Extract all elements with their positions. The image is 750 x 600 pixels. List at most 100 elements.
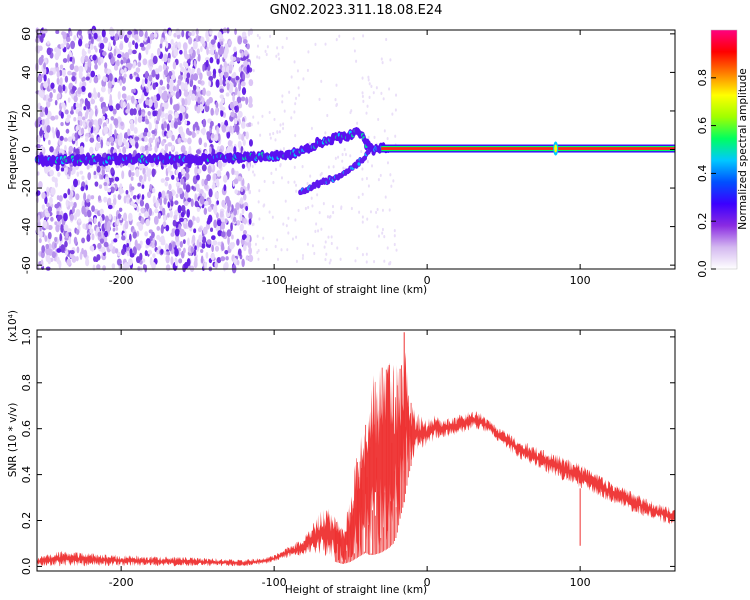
spectrogram-noise-cell (123, 73, 127, 78)
spectrogram-noise-cell (221, 65, 226, 74)
spectrogram-noise-cell (37, 180, 43, 189)
spectrogram-noise-cell (166, 83, 170, 90)
spectrogram-noise-cell (174, 258, 178, 267)
spectrogram-noise-cell (98, 184, 103, 189)
spectrogram-noise-cell (179, 63, 183, 68)
spectrogram-noise-cell (130, 139, 136, 146)
spectrogram-noise-cell (134, 239, 138, 248)
spectrogram-noise-cell (241, 234, 247, 240)
spectrogram-noise-cell (128, 41, 132, 49)
spectrogram-noise-cell (219, 77, 223, 86)
spectrogram-noise-cell (102, 265, 106, 271)
spectrogram-noise-cell (128, 212, 133, 222)
spectrogram-noise-cell (215, 212, 219, 219)
spectrogram-noise-cell (216, 200, 220, 205)
spectrogram-noise-cell (69, 31, 73, 37)
spectrogram-noise-cell (209, 56, 214, 64)
spectrogram-noise-cell (200, 255, 204, 264)
spectrogram-noise-cell (187, 137, 192, 145)
spectrogram-noise-cell (123, 195, 127, 204)
spectrogram-noise-cell (80, 186, 85, 192)
spectrogram-noise-cell (135, 67, 141, 73)
spectrogram-noise-cell (104, 62, 108, 69)
spectrogram-noise-cell (291, 237, 294, 241)
spectrogram-noise-cell (281, 100, 284, 104)
spectrogram-noise-cell (147, 249, 153, 255)
spectrogram-noise-cell (170, 200, 174, 207)
spectrogram-noise-cell (104, 66, 108, 74)
spectrogram-noise-cell (62, 84, 66, 92)
spectrogram-noise-cell (112, 108, 117, 115)
spectrogram-noise-cell (110, 167, 115, 174)
spectrogram-noise-cell (264, 49, 267, 53)
spectrogram-noise-cell (201, 97, 205, 106)
spectrogram-noise-cell (132, 40, 135, 46)
spectrogram-noise-cell (262, 236, 265, 240)
spectrogram-noise-cell (157, 47, 161, 56)
spectrogram-noise-cell (193, 73, 199, 81)
spectrogram-noise-cell (81, 205, 86, 215)
spectrogram-noise-cell (202, 118, 207, 128)
spectrogram-noise-cell (152, 187, 156, 194)
spectrogram-noise-cell (38, 238, 42, 244)
spectrogram-noise-cell (256, 250, 259, 255)
spectrogram-noise-cell (187, 58, 191, 63)
spectrogram-noise-cell (140, 132, 144, 139)
spectrogram-noise-cell (214, 261, 219, 269)
spectrogram-noise-cell (274, 138, 277, 142)
spectrogram-noise-cell (64, 144, 67, 152)
spectrogram-noise-cell (242, 230, 247, 235)
spectrogram-noise-cell (161, 106, 165, 112)
spectrogram-noise-cell (163, 53, 168, 63)
snr-y-axis-label: SNR (10 * v/v) (7, 403, 19, 478)
spectrogram-noise-cell (214, 51, 218, 60)
spectrogram-noise-cell (176, 34, 181, 40)
spectrogram-noise-cell (103, 230, 109, 238)
spectrogram-noise-cell (226, 130, 231, 139)
spectrogram-noise-cell (227, 205, 230, 214)
spectrogram-noise-cell (315, 222, 318, 226)
spectrogram-noise-cell (212, 183, 216, 189)
spectrogram-noise-cell (206, 131, 211, 137)
spectrogram-noise-cell (237, 248, 242, 257)
spectrogram-noise-cell (42, 219, 48, 229)
spectrogram-noise-cell (350, 206, 353, 211)
spectrogram-noise-cell (60, 121, 64, 127)
spectrogram-noise-cell (86, 164, 90, 170)
spectrogram-noise-cell (84, 63, 88, 71)
spectrogram-noise-cell (202, 226, 208, 235)
spectrogram-noise-cell (329, 258, 332, 262)
spectrogram-noise-cell (233, 46, 237, 53)
spectrogram-noise-cell (234, 28, 237, 35)
spectrogram-noise-cell (320, 79, 323, 83)
spectrogram-noise-cell (54, 242, 57, 249)
spectrogram-noise-cell (161, 140, 165, 147)
spectrogram-noise-cell (91, 233, 95, 241)
spectrogram-noise-cell (109, 136, 115, 143)
spectrogram-noise-cell (104, 215, 109, 224)
spectrogram-noise-cell (279, 123, 282, 127)
spectrogram-noise-cell (241, 258, 245, 268)
spectrogram-noise-cell (45, 212, 51, 218)
y-tick-label: -40 (20, 218, 33, 236)
spectrogram-noise-cell (54, 236, 58, 243)
spectrogram-noise-cell (187, 219, 193, 228)
spectrogram-noise-cell (184, 98, 188, 106)
spectrogram-noise-cell (327, 165, 330, 169)
spectrogram-noise-cell (138, 30, 144, 38)
spectrogram-noise-cell (114, 248, 119, 254)
spectrogram-noise-cell (196, 168, 202, 174)
spectrogram-noise-cell (298, 93, 301, 97)
spectrogram-noise-cell (386, 161, 389, 165)
spectrogram-noise-cell (141, 184, 145, 189)
colorbar-tick-label: 0.2 (696, 212, 709, 230)
spectrogram-noise-cell (109, 94, 113, 102)
spectrogram-noise-cell (248, 189, 252, 195)
spectrogram-noise-cell (221, 231, 226, 238)
spectrogram-noise-cell (185, 113, 189, 120)
spectrogram-noise-cell (59, 77, 63, 85)
spectrogram-noise-cell (233, 117, 238, 125)
spectrogram-noise-cell (184, 81, 188, 91)
spectrogram-noise-cell (37, 75, 43, 83)
spectrogram-noise-cell (121, 248, 126, 256)
